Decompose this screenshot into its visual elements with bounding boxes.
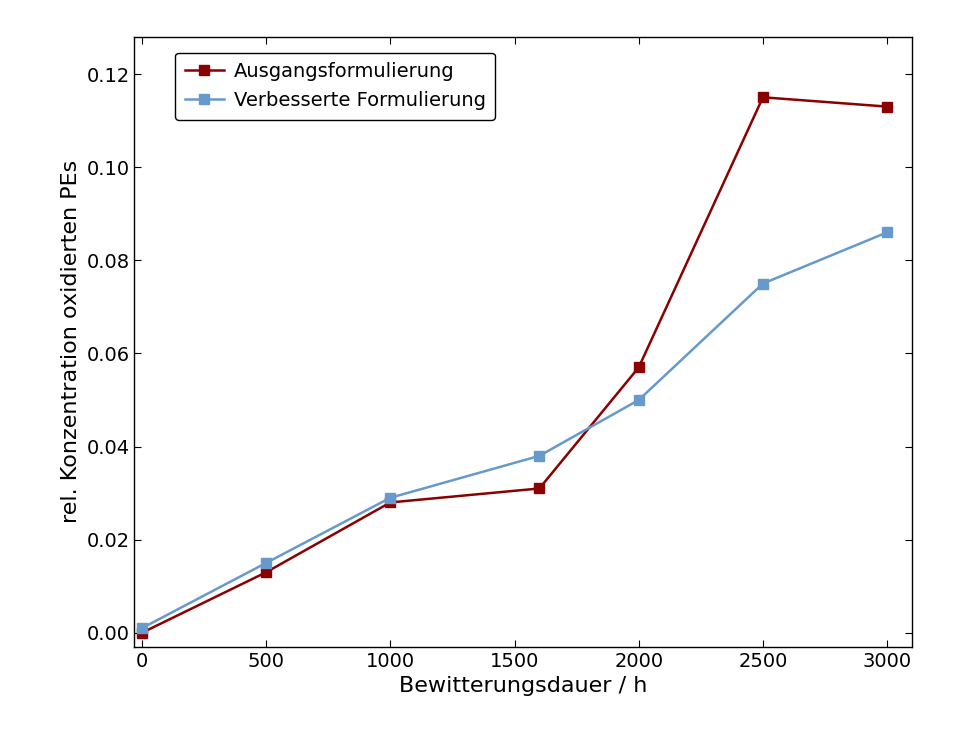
Ausgangsformulierung: [385, 498, 396, 507]
X-axis label: Bewitterungsdauer / h: Bewitterungsdauer / h: [399, 676, 647, 696]
Verbesserte Formulierung: [633, 395, 644, 404]
Verbesserte Formulierung: [260, 559, 272, 567]
Y-axis label: rel. Konzentration oxidierten PEs: rel. Konzentration oxidierten PEs: [60, 160, 81, 523]
Verbesserte Formulierung: [385, 493, 396, 502]
Verbesserte Formulierung: [757, 279, 769, 288]
Verbesserte Formulierung: [136, 624, 148, 633]
Ausgangsformulierung: [881, 102, 893, 111]
Verbesserte Formulierung: [534, 451, 545, 460]
Ausgangsformulierung: [534, 484, 545, 493]
Verbesserte Formulierung: [881, 228, 893, 237]
Line: Verbesserte Formulierung: Verbesserte Formulierung: [137, 227, 892, 633]
Ausgangsformulierung: [136, 628, 148, 637]
Legend: Ausgangsformulierung, Verbesserte Formulierung: Ausgangsformulierung, Verbesserte Formul…: [176, 53, 495, 120]
Line: Ausgangsformulierung: Ausgangsformulierung: [137, 93, 892, 638]
Ausgangsformulierung: [633, 363, 644, 372]
Ausgangsformulierung: [757, 93, 769, 101]
Ausgangsformulierung: [260, 568, 272, 577]
